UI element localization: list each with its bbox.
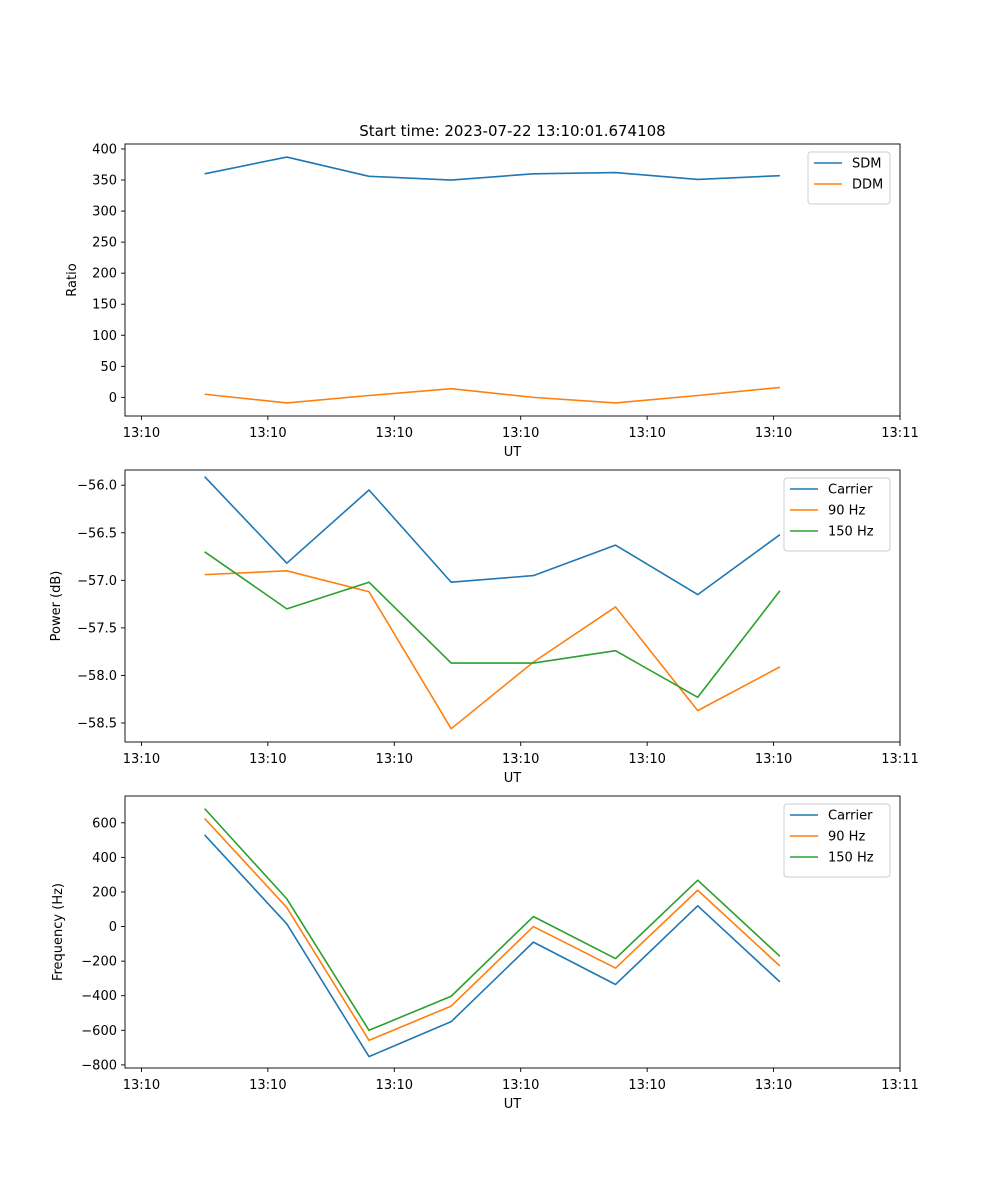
y-tick-label: 0 [109, 920, 117, 935]
y-tick-label: 400 [92, 142, 117, 157]
series-line-carrier [204, 834, 781, 1058]
legend-label: 150 Hz [828, 851, 874, 866]
y-tick-label: 400 [92, 851, 117, 866]
y-tick-label: −400 [81, 989, 117, 1004]
y-tick-label: 600 [92, 816, 117, 831]
y-tick-label: −56.0 [77, 479, 117, 494]
y-axis-label: Ratio [65, 263, 80, 296]
legend-box [783, 803, 891, 878]
legend: Carrier 90 Hz 150 Hz [783, 477, 891, 552]
legend: Carrier 90 Hz 150 Hz [783, 803, 891, 878]
y-tick-label: 200 [92, 267, 117, 282]
x-tick-label: 13:10 [123, 752, 160, 767]
series-line-sdm [204, 156, 780, 181]
x-tick-label: 13:10 [123, 1078, 160, 1093]
y-tick-label: 350 [92, 174, 117, 189]
legend-label: Carrier [828, 809, 873, 824]
subplot-2: 13:10 13:10 13:10 13:10 13:10 13:10 13:11 −58.5… [49, 469, 919, 786]
x-tick-label: 13:10 [755, 752, 792, 767]
x-tick-label: 13:10 [755, 1078, 792, 1093]
y-tick-label: 100 [92, 329, 117, 344]
x-axis-label: UT [504, 1097, 522, 1112]
y-tick-label: −56.5 [77, 526, 117, 541]
y-tick-label: 150 [92, 298, 117, 313]
subplot-1: 13:10 13:10 13:10 13:10 13:10 13:10 13:11 0 50 10… [65, 142, 919, 460]
legend-label: DDM [852, 178, 883, 193]
x-tick-label: 13:10 [628, 752, 665, 767]
x-tick-label: 13:11 [881, 1078, 918, 1093]
x-tick-label: 13:10 [249, 426, 286, 441]
x-axis-label: UT [504, 445, 522, 460]
legend: SDM DDM [807, 151, 891, 205]
y-tick-label: −58.5 [77, 716, 117, 731]
series-line-150-hz [204, 551, 781, 699]
y-tick-label: 0 [109, 391, 117, 406]
legend-label: 90 Hz [828, 504, 865, 519]
legend-label: Carrier [828, 483, 873, 498]
y-tick-label: −57.0 [77, 574, 117, 589]
y-tick-label: 200 [92, 885, 117, 900]
x-tick-label: 13:10 [376, 752, 413, 767]
legend-label: 150 Hz [828, 525, 874, 540]
y-tick-label: −200 [81, 955, 117, 970]
axes-frame [124, 795, 901, 1069]
x-tick-label: 13:10 [628, 1078, 665, 1093]
series-line-90-hz [204, 817, 781, 1042]
y-tick-label: −600 [81, 1024, 117, 1039]
legend-box [807, 151, 891, 205]
series-line-90-hz [204, 570, 781, 730]
series-line-150-hz [204, 808, 781, 1032]
series-line-carrier [204, 476, 781, 596]
figure-title: Start time: 2023-07-22 13:10:01.674108 [359, 122, 665, 140]
y-tick-label: 250 [92, 236, 117, 251]
axes-frame [124, 469, 901, 743]
x-tick-label: 13:10 [249, 1078, 286, 1093]
y-tick-label: 300 [92, 205, 117, 220]
x-tick-label: 13:11 [881, 426, 918, 441]
x-tick-label: 13:11 [881, 752, 918, 767]
y-axis-label: Frequency (Hz) [51, 883, 66, 981]
subplot-3: 13:10 13:10 13:10 13:10 13:10 13:10 13:11 −800 −… [51, 795, 919, 1112]
y-tick-label: −58.0 [77, 669, 117, 684]
x-tick-label: 13:10 [502, 752, 539, 767]
series-line-ddm [204, 386, 780, 404]
subplots: 13:10 13:10 13:10 13:10 13:10 13:10 13:11 0 50 10… [49, 142, 919, 1112]
x-tick-label: 13:10 [502, 1078, 539, 1093]
y-tick-label: −57.5 [77, 621, 117, 636]
y-tick-label: 50 [100, 360, 117, 375]
x-tick-label: 13:10 [628, 426, 665, 441]
legend-label: 90 Hz [828, 830, 865, 845]
x-axis-label: UT [504, 771, 522, 786]
x-tick-label: 13:10 [123, 426, 160, 441]
x-tick-label: 13:10 [249, 752, 286, 767]
y-tick-label: −800 [81, 1058, 117, 1073]
legend-box [783, 477, 891, 552]
x-tick-label: 13:10 [376, 426, 413, 441]
legend-label: SDM [852, 157, 881, 172]
x-tick-label: 13:10 [376, 1078, 413, 1093]
axes-frame [124, 143, 901, 417]
x-tick-label: 13:10 [502, 426, 539, 441]
y-axis-label: Power (dB) [49, 571, 64, 642]
x-tick-label: 13:10 [755, 426, 792, 441]
